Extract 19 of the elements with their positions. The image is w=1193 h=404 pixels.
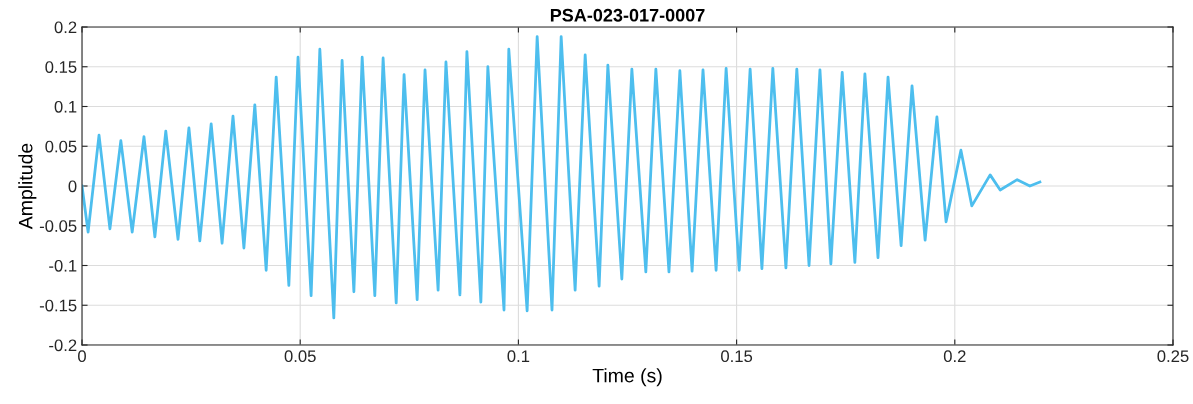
chart-title: PSA-023-017-0007	[550, 8, 705, 22]
y-tick-label: -0.05	[39, 220, 77, 232]
y-tick-label: -0.2	[49, 339, 77, 352]
x-axis-title: Time (s)	[592, 368, 662, 387]
x-tick-label: 0	[78, 350, 86, 363]
x-tick-label: 0.25	[1157, 350, 1189, 363]
line-series	[82, 35, 1042, 320]
y-axis-title: Amplitude	[18, 143, 37, 230]
y-tick-label: 0.2	[54, 21, 77, 34]
y-tick-label: 0	[68, 180, 77, 193]
x-tick-label: 0.1	[507, 350, 530, 363]
y-tick-label: -0.1	[49, 259, 77, 272]
x-tick-label: 0.15	[721, 350, 753, 363]
x-tick-label: 0.05	[284, 350, 316, 363]
y-tick-label: 0.15	[45, 61, 77, 73]
y-tick-label: 0.1	[54, 100, 77, 113]
x-tick-label: 0.2	[943, 350, 966, 363]
y-tick-label: 0.05	[45, 140, 77, 153]
y-tick-label: -0.15	[39, 299, 77, 312]
